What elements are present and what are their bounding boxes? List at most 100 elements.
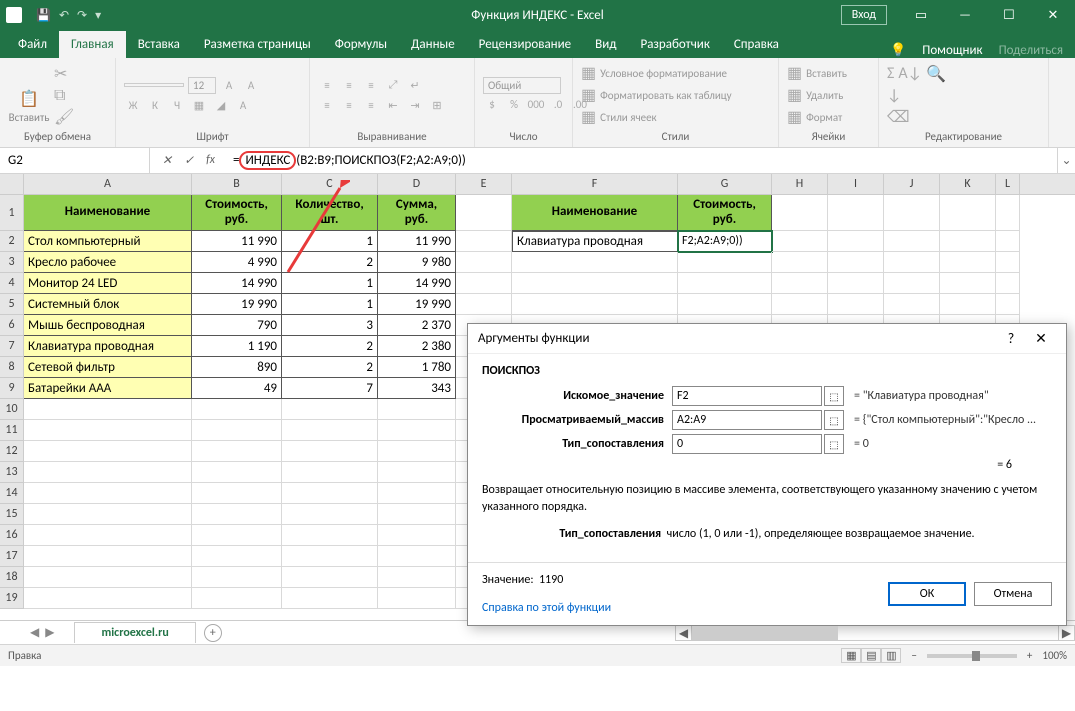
cell-A6[interactable]: Мышь беспроводная [24, 315, 192, 336]
cell-B3[interactable]: 4 990 [192, 252, 282, 273]
qat-dropdown-icon[interactable]: ▾ [95, 8, 101, 23]
cell-K4[interactable] [940, 273, 996, 294]
cell-C11[interactable] [282, 420, 378, 441]
cell-F3[interactable] [512, 252, 678, 273]
redo-icon[interactable]: ↷ [77, 8, 87, 23]
col-L[interactable]: L [996, 174, 1020, 194]
delete-cells-icon[interactable]: ▦ [787, 85, 802, 105]
col-C[interactable]: C [282, 174, 378, 194]
format-painter-icon[interactable]: 🖌 [54, 107, 74, 127]
cell-D12[interactable] [378, 441, 456, 462]
row-header[interactable]: 8 [0, 357, 24, 378]
cell-B4[interactable]: 14 990 [192, 273, 282, 294]
cell-D2[interactable]: 11 990 [378, 231, 456, 252]
cell-D11[interactable] [378, 420, 456, 441]
col-B[interactable]: B [192, 174, 282, 194]
currency-icon[interactable]: $ [483, 96, 501, 114]
cell-A4[interactable]: Монитор 24 LED [24, 273, 192, 294]
row-header[interactable]: 13 [0, 462, 24, 483]
dec-indent-icon[interactable]: ⇤ [384, 96, 402, 114]
cell-A8[interactable]: Сетевой фильтр [24, 357, 192, 378]
cell-B9[interactable]: 49 [192, 378, 282, 399]
cell-G4[interactable] [678, 273, 772, 294]
cell-L1[interactable] [996, 195, 1020, 231]
cell-B5[interactable]: 19 990 [192, 294, 282, 315]
tab-insert[interactable]: Вставка [126, 31, 192, 58]
cell-F1[interactable]: Наименование [512, 195, 678, 231]
number-format[interactable]: Общий [483, 77, 561, 94]
row-header[interactable]: 7 [0, 336, 24, 357]
maximize-icon[interactable]: ☐ [987, 0, 1031, 30]
cell-K5[interactable] [940, 294, 996, 315]
inc-indent-icon[interactable]: ⇥ [406, 96, 424, 114]
sheet-nav-prev-icon[interactable]: ◀ [30, 625, 39, 640]
cell-A11[interactable] [24, 420, 192, 441]
autosum-icon[interactable]: Σ [887, 64, 894, 83]
cell-E3[interactable] [456, 252, 512, 273]
inc-font-icon[interactable]: A [220, 76, 238, 94]
cell-I3[interactable] [828, 252, 884, 273]
cell-C18[interactable] [282, 567, 378, 588]
cell-H5[interactable] [772, 294, 828, 315]
cell-C1[interactable]: Количество,шт. [282, 195, 378, 231]
cell-C15[interactable] [282, 504, 378, 525]
cell-J4[interactable] [884, 273, 940, 294]
dialog-ok-button[interactable]: ОК [888, 582, 966, 606]
cell-B6[interactable]: 790 [192, 315, 282, 336]
arg-input-1[interactable] [672, 410, 822, 430]
tellme-input[interactable]: Помощник [922, 43, 982, 58]
cell-B7[interactable]: 1 190 [192, 336, 282, 357]
fill-color-icon[interactable]: ◢ [212, 96, 230, 114]
cell-A16[interactable] [24, 525, 192, 546]
cell-B2[interactable]: 11 990 [192, 231, 282, 252]
cell-D13[interactable] [378, 462, 456, 483]
cell-B10[interactable] [192, 399, 282, 420]
scroll-left-icon[interactable]: ◀ [676, 626, 692, 640]
tab-file[interactable]: Файл [6, 31, 59, 58]
cell-B17[interactable] [192, 546, 282, 567]
bold-button[interactable]: Ж [124, 96, 142, 114]
cell-I1[interactable] [828, 195, 884, 231]
underline-button[interactable]: Ч [168, 96, 186, 114]
row-header[interactable]: 17 [0, 546, 24, 567]
cell-C10[interactable] [282, 399, 378, 420]
cell-D10[interactable] [378, 399, 456, 420]
cell-L3[interactable] [996, 252, 1020, 273]
cell-B12[interactable] [192, 441, 282, 462]
col-E[interactable]: E [456, 174, 512, 194]
cell-J5[interactable] [884, 294, 940, 315]
row-header[interactable]: 19 [0, 588, 24, 609]
cell-E5[interactable] [456, 294, 512, 315]
cell-D16[interactable] [378, 525, 456, 546]
row-header[interactable]: 14 [0, 483, 24, 504]
undo-icon[interactable]: ↶ [59, 8, 69, 23]
sort-icon[interactable]: A↓ [898, 64, 922, 83]
row-header[interactable]: 12 [0, 441, 24, 462]
clear-icon[interactable]: ⌫ [887, 107, 910, 127]
cell-C13[interactable] [282, 462, 378, 483]
scroll-thumb[interactable] [692, 626, 838, 640]
cell-A12[interactable] [24, 441, 192, 462]
save-icon[interactable]: 💾 [36, 8, 51, 23]
cell-C19[interactable] [282, 588, 378, 609]
cell-C16[interactable] [282, 525, 378, 546]
fx-icon[interactable]: fx [206, 153, 215, 168]
cell-B13[interactable] [192, 462, 282, 483]
cell-D15[interactable] [378, 504, 456, 525]
cell-H2[interactable] [772, 231, 828, 252]
dialog-cancel-button[interactable]: Отмена [974, 582, 1052, 606]
cancel-formula-icon[interactable]: ✕ [162, 153, 172, 168]
format-cells-icon[interactable]: ▦ [787, 107, 802, 127]
percent-icon[interactable]: % [505, 96, 523, 114]
tab-layout[interactable]: Разметка страницы [192, 31, 323, 58]
cell-C9[interactable]: 7 [282, 378, 378, 399]
cell-B8[interactable]: 890 [192, 357, 282, 378]
row-header[interactable]: 18 [0, 567, 24, 588]
cell-B18[interactable] [192, 567, 282, 588]
font-name[interactable] [124, 83, 184, 87]
arg-input-2[interactable] [672, 434, 822, 454]
add-sheet-icon[interactable]: + [204, 624, 222, 642]
login-button[interactable]: Вход [841, 5, 887, 25]
cell-G2[interactable]: F2;A2:A9;0)) [678, 231, 772, 252]
cell-K3[interactable] [940, 252, 996, 273]
